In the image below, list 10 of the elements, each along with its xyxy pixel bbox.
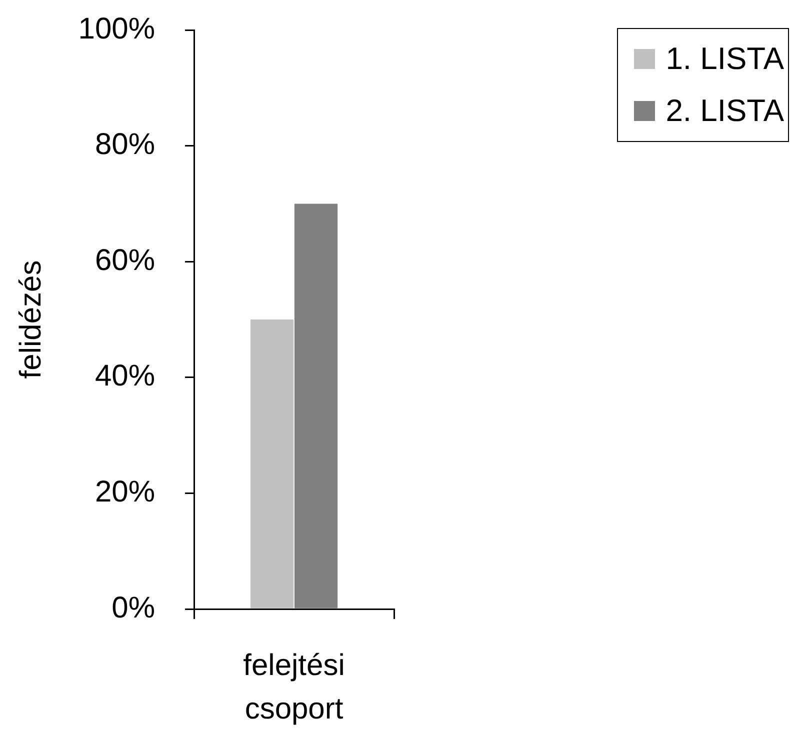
- y-axis-title: felidézés: [14, 260, 48, 379]
- y-tick-label: 80%: [94, 128, 155, 162]
- y-tick-label: 0%: [112, 591, 155, 624]
- legend-label: 1. LISTA: [666, 41, 784, 77]
- x-tick-label: felejtési csoport: [243, 649, 345, 726]
- y-tick-label: 100%: [78, 12, 155, 46]
- y-tick-label: 60%: [94, 244, 155, 277]
- legend-label: 2. LISTA: [666, 93, 784, 129]
- y-tick-label: 20%: [94, 475, 155, 508]
- y-tick-label: 40%: [94, 360, 155, 393]
